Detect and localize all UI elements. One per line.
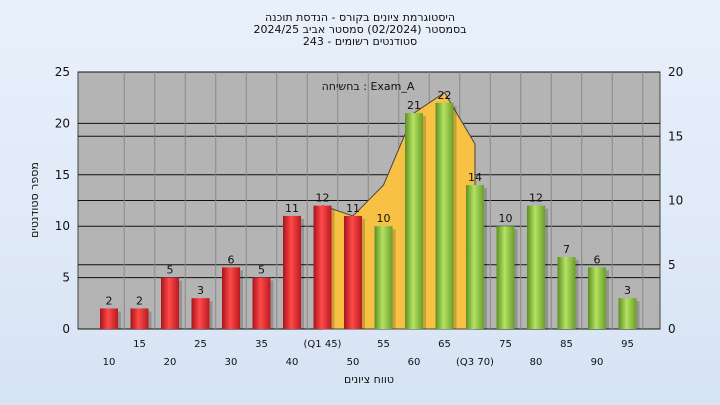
x-axis-label: טווח ציונים <box>344 373 394 386</box>
bar-value-label: 10 <box>499 212 513 225</box>
x-tick-label: 30 <box>225 357 238 368</box>
bar-value-label: 21 <box>407 99 421 112</box>
y-tick-label: 25 <box>55 65 70 79</box>
y-axis-right: 0 5 10 15 20 <box>668 65 683 336</box>
x-tick-label: 90 <box>591 357 604 368</box>
x-tick-label: 95 <box>621 339 634 350</box>
y-axis-left: 0 5 10 15 20 25 <box>55 65 70 336</box>
x-axis: 10 15 20 25 30 35 40 (Q1 45) 50 55 60 65 (Q3 70) 75 80… <box>103 339 634 368</box>
x-tick-label: 25 <box>194 339 207 350</box>
x-tick-label: 35 <box>255 339 268 350</box>
bar <box>222 267 240 329</box>
y2-tick-label: 0 <box>668 322 676 336</box>
bar-value-label: 7 <box>563 243 570 256</box>
bar <box>191 298 210 329</box>
bar <box>130 308 149 329</box>
y-axis-label: מספר סטודנטים <box>28 162 41 238</box>
x-tick-label: 80 <box>530 357 543 368</box>
bar <box>161 277 179 329</box>
bar <box>100 308 118 329</box>
x-tick-label: 65 <box>438 339 451 350</box>
y2-tick-label: 15 <box>668 129 683 143</box>
x-tick-label: (Q1 45) <box>304 339 342 350</box>
bar-value-label: 14 <box>468 171 482 184</box>
y2-tick-label: 5 <box>668 258 676 272</box>
y-tick-label: 5 <box>62 271 70 285</box>
bar <box>283 215 301 329</box>
bar-value-label: 2 <box>136 294 143 307</box>
bar <box>466 185 484 329</box>
bar-value-label: 5 <box>167 264 174 277</box>
bar-value-label: 12 <box>316 192 330 205</box>
bar <box>496 226 515 329</box>
x-tick-label: 40 <box>286 357 299 368</box>
x-tick-label: 50 <box>347 357 360 368</box>
annotation: בחשיחה : Exam_A <box>322 80 415 93</box>
x-tick-label: (Q3 70) <box>456 357 494 368</box>
bar-value-label: 11 <box>285 202 299 215</box>
x-tick-label: 60 <box>408 357 421 368</box>
y-tick-label: 0 <box>62 322 70 336</box>
x-tick-label: 15 <box>133 339 146 350</box>
chart-title-line-1: היסטוגרמת ציונים בקורס - הנדסת תוכנה <box>264 11 456 24</box>
bar <box>618 298 637 329</box>
bar <box>588 267 606 329</box>
bar <box>405 113 423 330</box>
bar-value-label: 10 <box>377 212 391 225</box>
x-tick-label: 20 <box>164 357 177 368</box>
bar-value-label: 12 <box>529 192 543 205</box>
chart-title-line-2: בסמסטר (02/2024) סמסטר אביב 2024/25 <box>253 23 467 36</box>
bar-value-label: 11 <box>346 202 360 215</box>
y2-tick-label: 20 <box>668 65 683 79</box>
bar <box>527 205 545 329</box>
bar <box>252 277 271 329</box>
y2-tick-label: 10 <box>668 194 683 208</box>
bar <box>557 257 576 329</box>
y-tick-label: 15 <box>55 168 70 182</box>
bar-value-label: 3 <box>197 284 204 297</box>
bar-value-label: 22 <box>438 89 452 102</box>
x-tick-label: 85 <box>560 339 573 350</box>
bar-value-label: 6 <box>594 253 601 266</box>
x-tick-label: 55 <box>377 339 390 350</box>
y-tick-label: 10 <box>55 219 70 233</box>
bar <box>374 226 393 329</box>
bar <box>435 102 454 329</box>
bar-value-label: 3 <box>624 284 631 297</box>
x-tick-label: 10 <box>103 357 116 368</box>
bars <box>100 102 640 330</box>
x-tick-label: 75 <box>499 339 512 350</box>
bar-value-label: 5 <box>258 264 265 277</box>
y-tick-label: 20 <box>55 116 70 130</box>
chart-title-line-3: סטודנטים רשומים - 243 <box>302 35 418 48</box>
bar-value-label: 2 <box>106 294 113 307</box>
bar <box>344 215 362 329</box>
bar-value-label: 6 <box>228 253 235 266</box>
bar <box>313 205 332 329</box>
